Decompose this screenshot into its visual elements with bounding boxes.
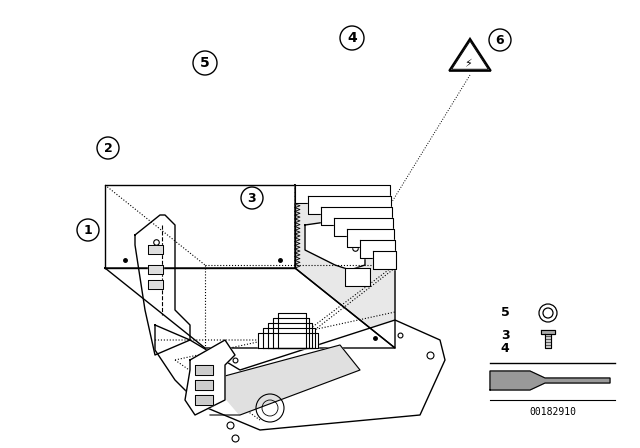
- Polygon shape: [541, 330, 555, 334]
- Polygon shape: [105, 185, 295, 268]
- Text: 5: 5: [200, 56, 210, 70]
- Polygon shape: [308, 196, 391, 214]
- Polygon shape: [273, 318, 309, 348]
- Text: 6: 6: [496, 34, 504, 47]
- Polygon shape: [360, 240, 395, 258]
- Polygon shape: [148, 265, 163, 274]
- Polygon shape: [278, 313, 306, 348]
- Polygon shape: [195, 395, 213, 405]
- Polygon shape: [295, 185, 390, 203]
- Polygon shape: [263, 328, 315, 348]
- Polygon shape: [305, 220, 365, 270]
- Polygon shape: [295, 185, 395, 348]
- Polygon shape: [135, 215, 190, 355]
- Polygon shape: [195, 365, 213, 375]
- Polygon shape: [490, 371, 610, 390]
- Polygon shape: [268, 323, 312, 348]
- Polygon shape: [185, 340, 235, 415]
- Text: 4: 4: [347, 31, 357, 45]
- Polygon shape: [155, 320, 445, 430]
- Polygon shape: [105, 268, 395, 348]
- Text: 3: 3: [500, 328, 509, 341]
- Polygon shape: [321, 207, 392, 225]
- Polygon shape: [345, 268, 370, 286]
- Text: 4: 4: [500, 341, 509, 354]
- Polygon shape: [210, 345, 360, 415]
- Polygon shape: [195, 380, 213, 390]
- Text: 3: 3: [248, 191, 256, 204]
- Polygon shape: [334, 218, 393, 236]
- Polygon shape: [148, 280, 163, 289]
- Polygon shape: [373, 251, 396, 269]
- Text: 5: 5: [500, 306, 509, 319]
- Text: 1: 1: [84, 224, 92, 237]
- Polygon shape: [148, 245, 163, 254]
- Text: 2: 2: [104, 142, 113, 155]
- Text: 00182910: 00182910: [529, 407, 577, 417]
- Polygon shape: [545, 334, 551, 348]
- Polygon shape: [347, 229, 394, 247]
- Text: ⚡: ⚡: [464, 59, 472, 69]
- Polygon shape: [258, 333, 318, 348]
